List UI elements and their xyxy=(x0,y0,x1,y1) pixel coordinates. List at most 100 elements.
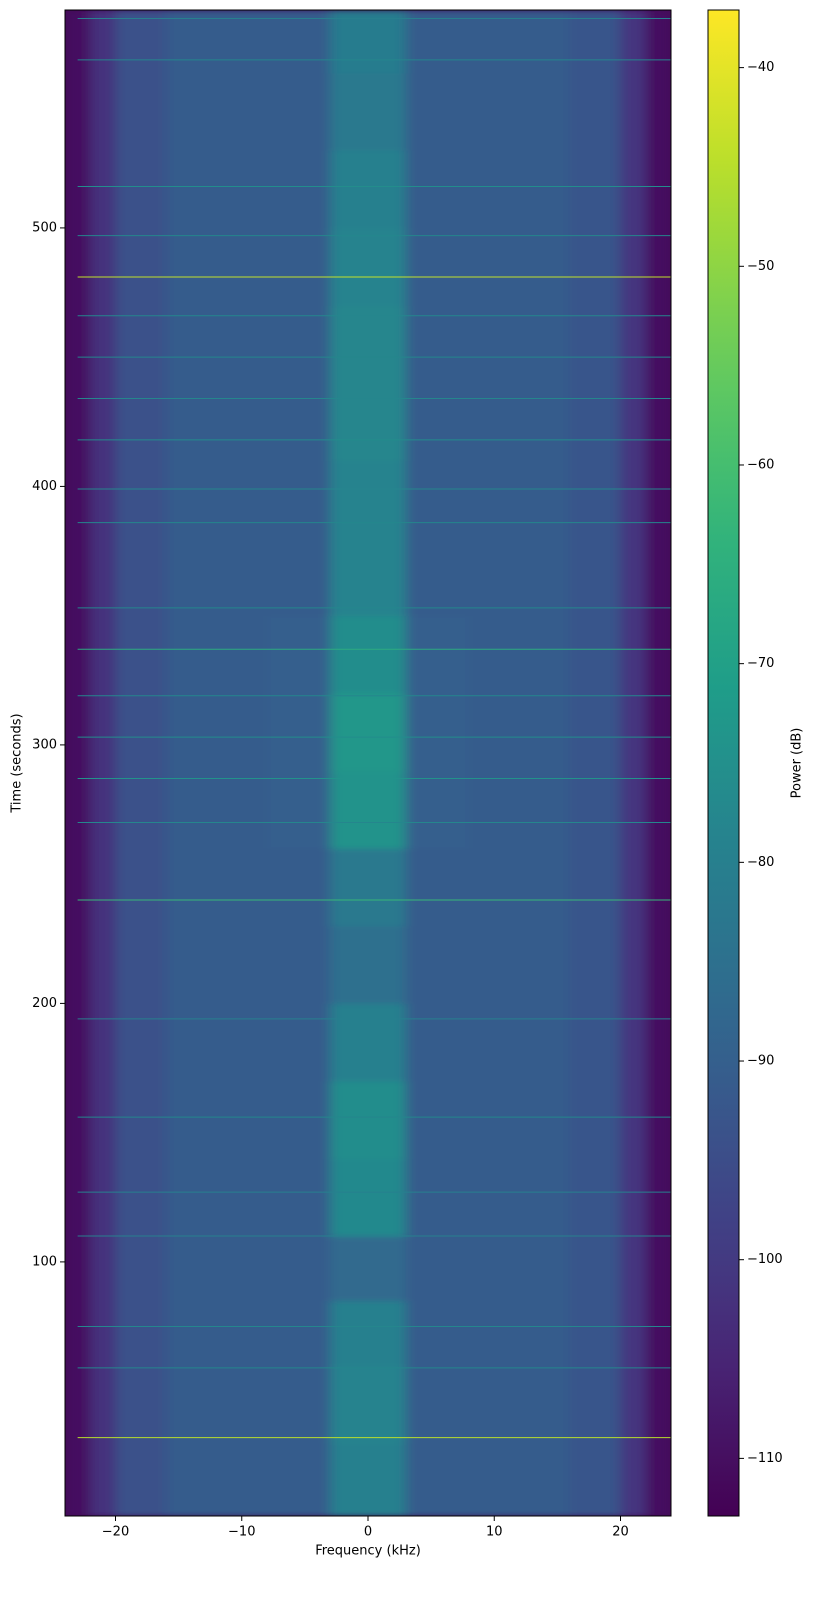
cell xyxy=(405,925,470,1004)
cell xyxy=(216,150,268,229)
cell xyxy=(620,848,647,927)
cell xyxy=(330,848,407,927)
cell xyxy=(166,10,217,74)
cell xyxy=(645,925,671,1004)
cell xyxy=(330,538,407,617)
cell xyxy=(216,848,268,927)
colorbar-tick-label: −50 xyxy=(747,259,774,274)
cell xyxy=(405,227,470,306)
cell xyxy=(519,1365,571,1444)
cell xyxy=(645,305,671,384)
cell xyxy=(405,848,470,927)
cell xyxy=(620,925,647,1004)
cell xyxy=(267,150,331,229)
cell xyxy=(645,615,671,694)
cell xyxy=(216,693,268,772)
cell xyxy=(570,770,621,849)
cell xyxy=(65,848,91,927)
cell xyxy=(620,10,647,74)
cell xyxy=(90,615,116,694)
cell xyxy=(519,1003,571,1082)
cell xyxy=(570,615,621,694)
colorbar-tick-label: −60 xyxy=(747,457,774,472)
cell xyxy=(90,1236,116,1302)
cell xyxy=(267,1003,331,1082)
cell xyxy=(166,925,217,1004)
cell xyxy=(267,925,331,1004)
cell xyxy=(90,383,116,462)
cell xyxy=(645,10,671,74)
cell xyxy=(90,72,116,151)
cell xyxy=(330,925,407,1004)
cell xyxy=(267,1158,331,1237)
cell xyxy=(216,10,268,74)
cell xyxy=(570,538,621,617)
cell xyxy=(645,693,671,772)
cell xyxy=(645,150,671,229)
colorbar-tick-label: −110 xyxy=(747,1451,783,1466)
cell xyxy=(405,1300,470,1366)
cell xyxy=(115,1236,167,1302)
cell xyxy=(469,72,520,151)
cell xyxy=(330,615,407,694)
cell xyxy=(267,305,331,384)
cell xyxy=(519,1158,571,1237)
cell xyxy=(267,1080,331,1159)
cell xyxy=(115,305,167,384)
cell xyxy=(216,1365,268,1444)
cell xyxy=(620,1003,647,1082)
cell xyxy=(620,770,647,849)
cell xyxy=(90,1158,116,1237)
cell xyxy=(405,1365,470,1444)
cell xyxy=(267,72,331,151)
cell xyxy=(620,150,647,229)
cell xyxy=(519,1236,571,1302)
cell xyxy=(90,150,116,229)
cell xyxy=(115,1158,167,1237)
colorbar-tick-label: −70 xyxy=(747,656,774,671)
cell xyxy=(115,1080,167,1159)
cell xyxy=(405,693,470,772)
cell xyxy=(620,1365,647,1444)
colorbar xyxy=(707,9,740,1517)
cell xyxy=(469,848,520,927)
cell xyxy=(620,693,647,772)
cell xyxy=(267,383,331,462)
cell xyxy=(469,1158,520,1237)
cell xyxy=(620,1442,647,1516)
cell xyxy=(519,538,571,617)
cell xyxy=(519,305,571,384)
cell xyxy=(519,72,571,151)
cell xyxy=(405,383,470,462)
cell xyxy=(115,693,167,772)
cell xyxy=(216,615,268,694)
cell xyxy=(65,305,91,384)
cell xyxy=(216,305,268,384)
cell xyxy=(216,460,268,539)
cell xyxy=(330,383,407,462)
cell xyxy=(620,227,647,306)
cell xyxy=(90,227,116,306)
cell xyxy=(330,693,407,772)
x-tick-label: 0 xyxy=(364,1525,372,1540)
cell xyxy=(267,1300,331,1366)
cell xyxy=(570,1442,621,1516)
cell xyxy=(267,693,331,772)
cell xyxy=(115,1300,167,1366)
y-tick-label: 300 xyxy=(32,737,57,752)
cell xyxy=(469,1300,520,1366)
cell xyxy=(620,72,647,151)
cell xyxy=(620,1158,647,1237)
cell xyxy=(267,615,331,694)
cell xyxy=(645,848,671,927)
cell xyxy=(519,1442,571,1516)
cell xyxy=(330,1365,407,1444)
cell xyxy=(330,10,407,74)
cell xyxy=(469,305,520,384)
cell xyxy=(405,10,470,74)
cell xyxy=(620,1080,647,1159)
cell xyxy=(216,227,268,306)
y-tick-label: 500 xyxy=(32,220,57,235)
x-tick-label: −20 xyxy=(102,1525,129,1540)
